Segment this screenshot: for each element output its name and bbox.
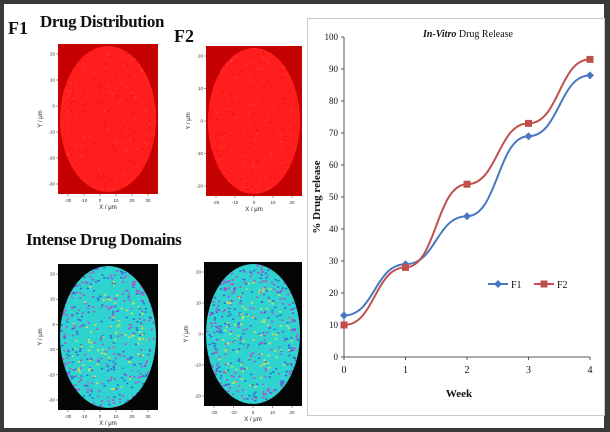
section-intense-domains-title: Intense Drug Domains [26,230,182,249]
data-point-f2-2 [463,180,471,188]
series-line-f2 [343,58,591,326]
map-x-tick-label: -10 [230,410,237,415]
data-point-f1-2 [463,212,471,221]
drug-release-chart: In-Vitro Drug Release0102030405060708090… [311,29,594,400]
map-y-tick-label: -20 [48,156,55,161]
chart-y-tick-label: 20 [329,288,339,298]
map-x-tick-label: 20 [289,200,295,205]
chart-y-tick-label: 70 [329,128,339,138]
map-x-tick-label: -10 [81,414,88,419]
chart-y-tick-label: 0 [334,352,339,362]
map-y-tick-label: -20 [196,184,203,189]
map-y-tick-label: 0 [52,104,55,109]
map-x-tick-label: 20 [129,414,135,419]
map-x-axis-label: X / μm [99,205,116,211]
figure-frame: F1 Drug Distribution F2 Intense Drug Dom… [4,4,605,428]
chart-y-tick-label: 50 [329,192,339,202]
chart-y-axis-label: % Drug release [311,160,323,233]
map-f2-domains: -20 -10 0 10 20 20 10 0 -10 -20 X / μm Y / μm [174,258,304,428]
chart-y-tick-label: 60 [329,160,339,170]
map-x-tick-label: 0 [99,198,102,203]
map-y-tick-label: 20 [196,270,202,275]
data-point-f2-0 [340,321,348,329]
map-y-tick-label: 20 [50,52,56,57]
map-y-tick-label: 10 [196,301,202,306]
map-y-tick-label: 0 [52,322,55,327]
map-x-tick-label: 30 [145,414,151,419]
chart-y-tick-label: 80 [329,96,339,106]
map-y-tick-label: -20 [194,394,201,399]
map-x-tick-label: 0 [99,414,102,419]
map-y-axis-label: Y / μm [38,110,44,127]
map-y-tick-label: 10 [50,78,56,83]
map-x-tick-label: 10 [270,200,276,205]
chart-y-tick-label: 10 [329,320,339,330]
map-f2-distribution: -20 -10 0 10 20 20 10 0 -10 -20 X / μm Y / μm [186,40,304,226]
map-x-tick-label: -30 [65,198,72,203]
map-y-axis-label: Y / μm [38,328,44,345]
map-y-tick-label: -10 [196,151,203,156]
map-y-tick-label: -30 [48,398,55,403]
map-x-tick-label: -10 [232,200,239,205]
panel-f2-label: F2 [174,26,194,46]
map-x-tick-label: -30 [65,414,72,419]
map-y-tick-label: 0 [200,119,203,124]
chart-x-tick-label: 4 [588,365,593,376]
data-point-f1-0 [340,311,348,320]
map-y-tick-label: -30 [48,182,55,187]
data-point-f1-4 [586,71,594,80]
map-y-tick-label: -10 [48,130,55,135]
chart-x-tick-label: 0 [342,365,347,376]
map-x-axis-label: X / μm [244,417,261,423]
map-x-tick-label: 30 [145,198,151,203]
data-point-f2-1 [402,263,409,271]
chart-x-tick-label: 2 [465,365,470,376]
map-x-tick-label: -20 [211,410,218,415]
map-x-tick-label: 20 [129,198,135,203]
map-x-axis-label: X / μm [245,207,262,213]
map-y-tick-label: 20 [198,54,204,59]
map-x-tick-label: 20 [289,410,295,415]
data-point-f2-3 [525,119,532,127]
drug-release-chart-panel: In-Vitro Drug Release 0 10 20 30 40 50 60 70 80 90… [307,18,605,416]
map-y-tick-label: 0 [198,332,201,337]
map-y-tick-label: -10 [48,347,55,352]
map-x-tick-label: 0 [253,200,256,205]
data-point-f2-4 [586,55,594,63]
panel-f1-label: F1 [8,18,28,38]
chart-y-tick-label: 100 [325,32,339,42]
data-point-f1-3 [524,132,533,141]
map-sample-disc [60,46,156,192]
legend-marker-f1 [494,280,502,288]
map-f1-distribution: -30 -10 0 10 20 30 20 10 0 -10 -20 -30 X / μm Y / μm [18,40,166,216]
legend-label-f2: F2 [557,280,568,291]
chart-y-tick-label: 90 [329,64,339,74]
map-x-tick-label: -10 [81,198,88,203]
chart-y-tick-label: 30 [329,256,339,266]
map-x-axis-label: X / μm [99,421,116,427]
map-x-tick-label: 10 [113,414,119,419]
section-drug-distribution-title: Drug Distribution [40,12,165,31]
map-y-tick-label: 20 [50,272,56,277]
chart-x-tick-label: 3 [526,365,531,376]
series-line-f1 [343,74,591,317]
map-y-tick-label: -10 [194,363,201,368]
chart-title: In-Vitro Drug Release [422,29,514,40]
legend-label-f1: F1 [511,280,522,291]
chart-y-tick-label: 40 [329,224,339,234]
chart-x-tick-label: 1 [403,365,408,376]
map-y-axis-label: Y / μm [186,112,192,129]
map-x-tick-label: 10 [113,198,119,203]
map-sample-disc [208,48,300,194]
map-y-tick-label: 10 [198,86,204,91]
map-x-tick-label: -20 [213,200,220,205]
map-f1-domains: -30 -10 0 10 20 30 20 10 0 -10 -20 -30 X / μm Y / μm [18,260,166,428]
map-y-tick-label: 10 [50,297,56,302]
map-y-tick-label: -20 [48,372,55,377]
map-y-axis-label: Y / μm [184,325,190,342]
legend-marker-f2 [540,280,548,288]
chart-x-axis-label: Week [446,388,473,400]
map-x-tick-label: 10 [270,410,276,415]
map-x-tick-label: 0 [252,410,255,415]
